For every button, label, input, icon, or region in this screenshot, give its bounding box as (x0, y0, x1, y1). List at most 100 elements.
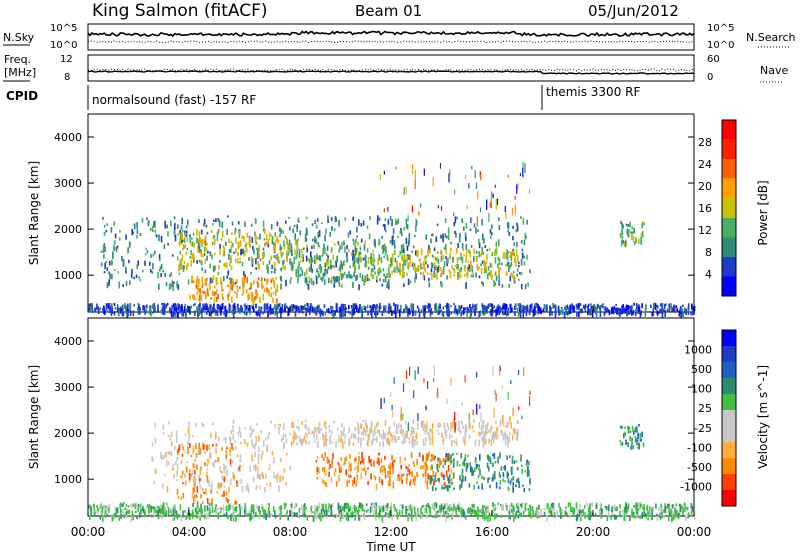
heatmap-cell (460, 510, 463, 518)
heatmap-cell (422, 427, 425, 431)
heatmap-cell (290, 261, 293, 266)
heatmap-cell (406, 308, 409, 313)
heatmap-cell (476, 371, 478, 378)
heatmap-cell (122, 502, 125, 505)
heatmap-cell (323, 440, 325, 448)
heatmap-cell (471, 425, 474, 429)
heatmap-cell (215, 280, 218, 286)
heatmap-cell (384, 467, 386, 474)
heatmap-cell (511, 307, 513, 312)
heatmap-cell (180, 305, 182, 312)
heatmap-cell (241, 505, 243, 510)
heatmap-cell (338, 464, 341, 472)
heatmap-cell (637, 508, 640, 511)
time-x-axis: 00:00 04:00 08:00 12:00 16:00 20:00 00:00 (71, 306, 711, 539)
heatmap-cell (231, 447, 233, 450)
heatmap-cell (417, 511, 420, 514)
heatmap-cell (258, 245, 261, 252)
heatmap-cell (684, 502, 686, 507)
heatmap-cell (225, 450, 228, 457)
heatmap-cell (631, 305, 633, 310)
heatmap-cell (509, 416, 511, 421)
heatmap-cell (485, 265, 487, 272)
heatmap-cell (282, 475, 284, 481)
heatmap-cell (349, 265, 351, 269)
heatmap-cell (369, 256, 372, 260)
heatmap-cell (403, 227, 405, 231)
heatmap-cell (188, 472, 191, 480)
heatmap-cell (434, 455, 436, 459)
heatmap-cell (155, 468, 157, 475)
heatmap-cell (205, 247, 208, 252)
heatmap-cell (172, 515, 174, 522)
heatmap-cell (374, 305, 377, 310)
heatmap-cell (463, 438, 466, 445)
heatmap-cell (204, 258, 207, 264)
heatmap-cell (373, 474, 375, 478)
heatmap-cell (189, 443, 191, 448)
heatmap-cell (181, 233, 183, 240)
heatmap-cell (339, 469, 341, 473)
heatmap-cell (227, 270, 230, 276)
heatmap-cell (515, 511, 517, 517)
heatmap-cell (279, 475, 282, 482)
heatmap-cell (455, 505, 458, 509)
heatmap-cell (318, 230, 321, 237)
heatmap-cell (372, 433, 375, 437)
heatmap-cell (442, 236, 444, 243)
heatmap-cell (384, 474, 387, 479)
heatmap-cell (388, 510, 391, 518)
heatmap-cell (602, 303, 605, 306)
heatmap-cell (193, 242, 195, 248)
heatmap-cell (134, 504, 137, 510)
heatmap-cell (482, 308, 484, 315)
heatmap-cell (297, 419, 299, 422)
heatmap-cell (679, 308, 682, 311)
heatmap-cell (456, 257, 459, 264)
heatmap-cell (495, 311, 497, 317)
heatmap-cell (247, 513, 249, 516)
heatmap-cell (388, 480, 390, 487)
heatmap-cell (395, 304, 397, 307)
heatmap-cell (394, 244, 396, 249)
heatmap-cell (316, 268, 318, 273)
heatmap-cell (479, 509, 481, 513)
search-label: N.Search (746, 31, 796, 44)
heatmap-cell (372, 305, 375, 312)
heatmap-cell (118, 310, 120, 317)
heatmap-cell (209, 452, 211, 459)
heatmap-cell (378, 429, 380, 434)
heatmap-cell (594, 513, 597, 517)
heatmap-cell (566, 512, 568, 516)
heatmap-cell (224, 310, 227, 317)
heatmap-cell (199, 478, 201, 482)
heatmap-cell (511, 508, 513, 513)
heatmap-cell (270, 513, 273, 517)
heatmap-cell (176, 479, 178, 482)
heatmap-cell (678, 310, 681, 317)
heatmap-cell (397, 436, 399, 440)
colorbar-tick-label: -100 (687, 441, 712, 454)
heatmap-cell (454, 305, 457, 311)
heatmap-cell (104, 515, 107, 518)
heatmap-cell (215, 218, 217, 223)
heatmap-cell (468, 268, 471, 272)
heatmap-cell (661, 512, 663, 515)
heatmap-cell (294, 502, 297, 508)
heatmap-cell (450, 241, 452, 245)
heatmap-cell (370, 257, 372, 265)
heatmap-cell (222, 249, 225, 256)
heatmap-cell (631, 226, 633, 230)
heatmap-cell (339, 436, 342, 443)
heatmap-cell (214, 507, 217, 511)
heatmap-cell (445, 452, 448, 457)
heatmap-cell (488, 438, 490, 442)
heatmap-cell (170, 310, 173, 317)
heatmap-cell (153, 305, 155, 309)
heatmap-cell (468, 423, 471, 430)
heatmap-cell (187, 447, 189, 455)
heatmap-cell (150, 514, 153, 518)
heatmap-cell (252, 248, 254, 251)
heatmap-cell (349, 311, 352, 315)
heatmap-cell (296, 442, 298, 446)
